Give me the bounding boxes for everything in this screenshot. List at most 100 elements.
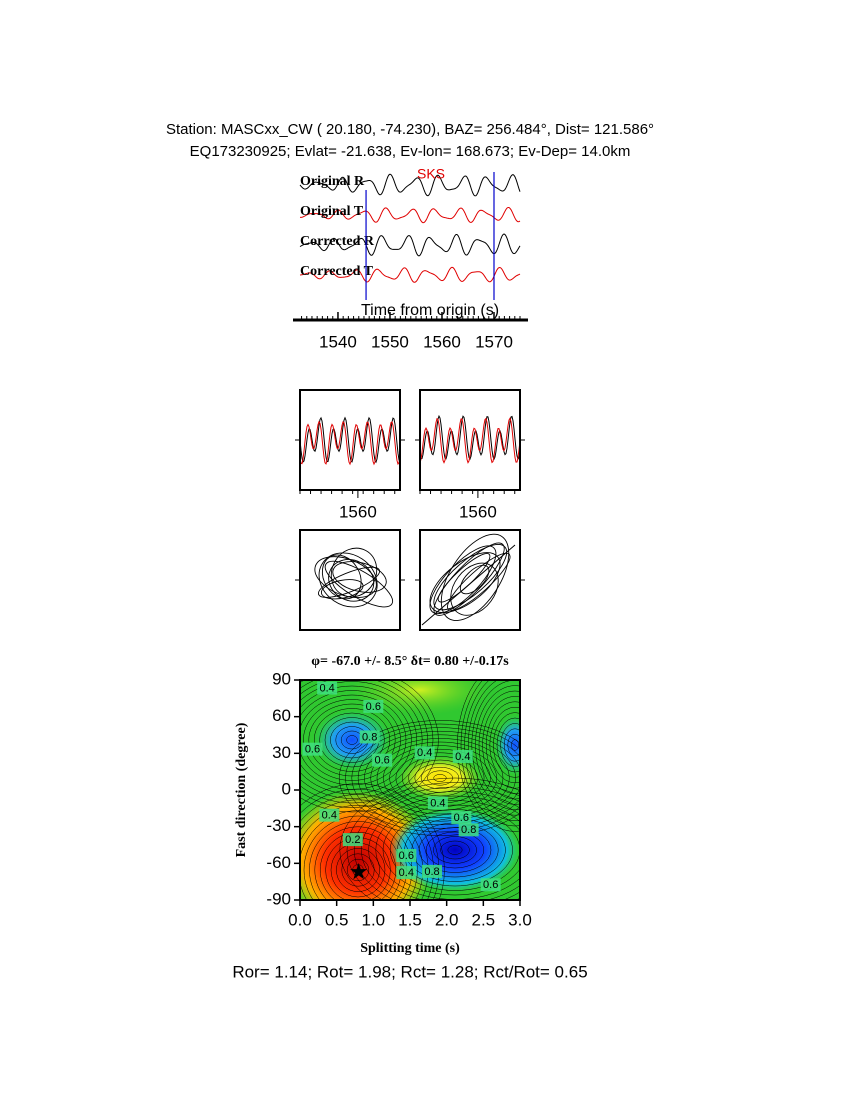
- surface-blob: [398, 756, 482, 800]
- footer: Ror= 1.14; Rot= 1.98; Rct= 1.28; Rct/Rot…: [232, 962, 587, 981]
- window-trace: [419, 417, 521, 464]
- contour-label-box: [396, 849, 417, 862]
- contour-line: [319, 831, 397, 900]
- contour-line: [351, 727, 520, 829]
- contour-label: 0.6: [305, 744, 320, 756]
- contour-line: [346, 858, 370, 882]
- contour-line: [440, 840, 470, 860]
- particle-motion: [324, 560, 394, 608]
- contour-label-box: [359, 730, 380, 744]
- contour-label-box: [363, 699, 384, 713]
- contour-line: [500, 723, 520, 767]
- contour-line: [353, 786, 520, 900]
- contour-label-box: [458, 823, 479, 837]
- trace: [299, 173, 521, 197]
- contour-line: [300, 685, 418, 795]
- y-tick-label: 0: [282, 779, 291, 798]
- particle-motion: [450, 562, 499, 616]
- x-tick-label: 2.5: [472, 910, 496, 929]
- contour-line: [457, 680, 520, 832]
- contour-line: [346, 782, 520, 900]
- contour-label-box: [372, 753, 393, 767]
- surface-blob: [495, 715, 520, 775]
- contour-label: 0.4: [417, 747, 432, 759]
- contour-line: [420, 766, 460, 790]
- x-tick-label: 1570: [475, 332, 513, 351]
- trace-label: Corrected R: [300, 234, 375, 249]
- trace-label: Original R: [300, 174, 365, 189]
- y-tick-label: 60: [272, 706, 291, 725]
- window-trace: [299, 416, 401, 464]
- contour-line: [478, 690, 520, 800]
- contour-line: [339, 777, 520, 900]
- contour-line: [364, 734, 516, 822]
- contour-line: [408, 759, 472, 797]
- contour-line: [475, 685, 520, 805]
- x-axis-label: Splitting time (s): [360, 941, 460, 956]
- contour-label: 0.4: [430, 797, 445, 809]
- contour-line: [319, 712, 385, 768]
- surface-blob: [350, 680, 490, 715]
- y-axis-label: Fast direction (degree): [234, 722, 249, 857]
- contour-label: 0.8: [362, 731, 377, 743]
- contour-label-box: [427, 796, 448, 810]
- contour-line: [357, 730, 520, 826]
- contour-line: [345, 723, 520, 833]
- contour-label: 0.4: [322, 810, 337, 822]
- window-trace: [299, 420, 401, 466]
- particle-motion: [320, 579, 364, 600]
- contour-line: [368, 795, 520, 900]
- contour-line: [300, 681, 423, 799]
- contour-line: [482, 696, 520, 794]
- contour-line: [361, 791, 520, 900]
- contour-label-box: [452, 750, 473, 763]
- trace-label: Corrected T: [300, 264, 374, 279]
- contour-line: [300, 783, 445, 900]
- header-line: EQ173230925; Evlat= -21.638, Ev-lon= 168…: [190, 143, 631, 160]
- contour-line: [300, 680, 428, 804]
- contour-line: [489, 706, 520, 784]
- x-tick-label: 1550: [371, 332, 409, 351]
- contour-label-box: [302, 742, 323, 756]
- header-line: Station: MASCxx_CW ( 20.180, -74.230), B…: [166, 121, 654, 138]
- y-tick-label: 90: [272, 669, 291, 688]
- best-fit-star: [350, 862, 368, 880]
- contour-line: [341, 853, 375, 887]
- particle-axis: [421, 544, 516, 626]
- contour-label-box: [451, 811, 472, 825]
- contour-line: [376, 741, 504, 815]
- trace-label: Original T: [300, 204, 364, 219]
- contour-label: 0.6: [374, 755, 389, 767]
- contour-label-box: [422, 864, 442, 878]
- x-tick-label: 1560: [339, 502, 377, 521]
- trace: [299, 233, 521, 257]
- contour-line: [496, 717, 520, 773]
- contour-label: 0.6: [454, 812, 469, 824]
- y-tick-label: 30: [272, 743, 291, 762]
- contour-line: [493, 712, 520, 778]
- x-tick-label: 1540: [319, 332, 357, 351]
- x-tick-label: 3.0: [508, 910, 532, 929]
- x-tick-label: 1.5: [398, 910, 422, 929]
- contour-label: 0.8: [461, 824, 476, 836]
- window-trace: [419, 414, 521, 461]
- particle-motion: [440, 533, 510, 621]
- contour-line: [460, 680, 520, 827]
- contour-line: [382, 804, 520, 896]
- contour-line: [370, 738, 510, 818]
- surface-blob: [314, 710, 390, 770]
- x-axis-label: Time from origin (s): [361, 302, 499, 319]
- contour-line: [338, 720, 520, 836]
- contour-line: [427, 770, 453, 786]
- contour-line: [433, 774, 447, 782]
- particle-motion: [318, 566, 381, 598]
- contour-label-box: [342, 833, 363, 847]
- particle-motion: [332, 561, 387, 593]
- x-tick-label: 2.0: [435, 910, 459, 929]
- particle-motion: [314, 556, 377, 599]
- contour-line: [467, 680, 520, 816]
- phase-label: SKS: [417, 166, 445, 182]
- particle-motion: [459, 564, 490, 595]
